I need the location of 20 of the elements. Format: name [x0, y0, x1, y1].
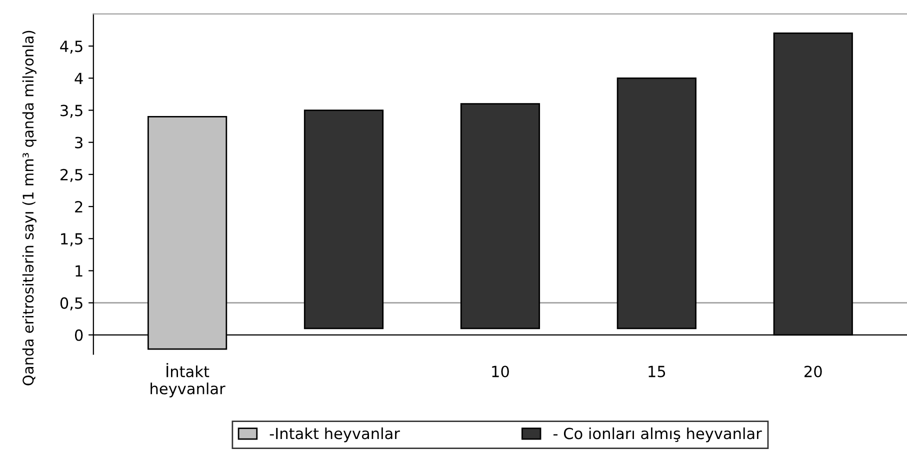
x-tick-label: İntakt heyvanlar	[150, 363, 226, 398]
y-tick-label: 4,5	[60, 40, 82, 54]
y-tick-label: 4	[74, 72, 83, 84]
x-tick-label: 15	[648, 366, 666, 378]
legend-label: - Co ionları almış heyvanlar	[553, 427, 762, 442]
y-tick-label: 0,5	[60, 297, 82, 310]
bar	[460, 103, 540, 330]
bar	[616, 77, 696, 330]
y-tick-label: 1	[76, 265, 82, 277]
legend-label: -Intakt heyvanlar	[270, 427, 400, 442]
y-tick-label: 1,5	[61, 233, 82, 246]
y-tick-label: 2	[75, 201, 82, 212]
x-tick-label: 10	[492, 366, 509, 378]
x-tick-label: 20	[804, 366, 822, 378]
y-tick-label: 3,5	[60, 104, 82, 118]
y-tick-label: 3	[75, 136, 82, 148]
y-axis-title: Qanda eritrositlərin sayı (1 mm³ qanda milyonla)	[22, 30, 36, 386]
y-tick-label: 2,5	[60, 168, 82, 182]
y-tick-label: 0	[74, 329, 83, 341]
bar	[304, 110, 384, 330]
